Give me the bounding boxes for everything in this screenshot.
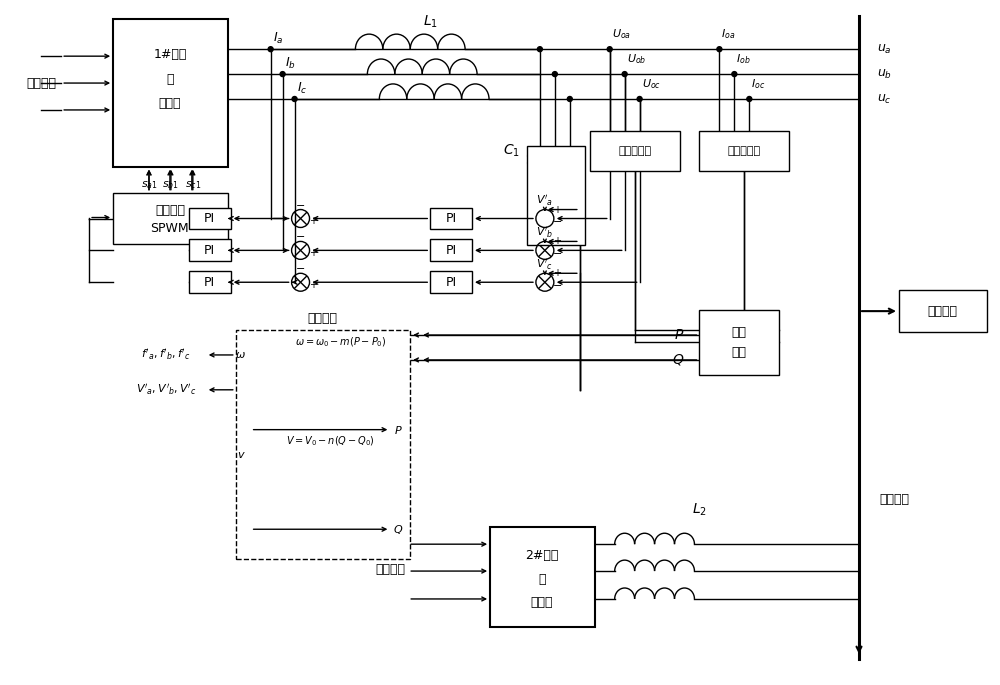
Text: $U_{oa}$: $U_{oa}$ [612,27,631,41]
Circle shape [537,47,542,51]
Text: 输入网压: 输入网压 [375,562,405,575]
Text: 电电源: 电电源 [159,97,181,110]
Bar [189,240,231,262]
Bar [590,131,680,171]
Text: $I_{oc}$: $I_{oc}$ [751,77,766,91]
Text: 岸: 岸 [538,573,546,586]
Bar [189,208,231,229]
Text: $P$: $P$ [674,328,684,342]
Text: −: − [553,218,563,227]
Text: 公共母线: 公共母线 [879,493,909,506]
Text: −: − [296,201,305,210]
Text: PI: PI [446,212,457,225]
Text: −: − [553,282,563,291]
Text: $V'_c$: $V'_c$ [536,257,553,272]
Bar [430,240,472,262]
Circle shape [292,97,297,101]
Bar [430,208,472,229]
Text: $u_a$: $u_a$ [877,42,892,55]
Text: $V'_b$: $V'_b$ [536,225,554,240]
Text: $L_2$: $L_2$ [692,501,707,518]
Text: 功率: 功率 [732,325,747,338]
Text: 船舶负荷: 船舶负荷 [928,305,958,318]
Text: $Q$: $Q$ [672,352,684,367]
Bar [527,146,585,245]
Text: +: + [553,205,561,214]
Text: PI: PI [446,244,457,257]
Bar [699,310,779,375]
Circle shape [280,72,285,77]
Text: PI: PI [446,276,457,289]
Text: $P$: $P$ [394,423,403,436]
Text: $V'_a,V'_b,V'_c$: $V'_a,V'_b,V'_c$ [136,382,196,397]
Text: SPWM: SPWM [151,222,189,235]
Text: 输入网压: 输入网压 [26,77,56,90]
Text: $V'_a$: $V'_a$ [536,193,553,208]
Text: $s_{b1}$: $s_{b1}$ [162,179,179,190]
Bar [430,271,472,293]
Bar [113,192,228,245]
Bar [490,527,595,627]
Text: −: − [296,232,305,242]
Text: 岸: 岸 [166,73,174,86]
Text: 有效值计算: 有效值计算 [728,146,761,155]
Circle shape [637,97,642,101]
Text: $I_{ob}$: $I_{ob}$ [736,52,751,66]
Text: $U_{oc}$: $U_{oc}$ [642,77,661,91]
Text: 1#高压: 1#高压 [153,48,187,61]
Text: $I_c$: $I_c$ [297,80,308,96]
Text: +: + [310,216,318,227]
Text: $f'_a,f'_b,f'_c$: $f'_a,f'_b,f'_c$ [141,347,191,362]
Text: 2#高压: 2#高压 [525,549,559,562]
Circle shape [268,47,273,51]
Text: $\omega$: $\omega$ [235,350,246,360]
Bar [899,290,987,332]
Circle shape [717,47,722,51]
Text: $v$: $v$ [237,449,246,460]
Circle shape [552,72,557,77]
Text: 计算: 计算 [732,347,747,360]
Bar [189,271,231,293]
Text: 电电源: 电电源 [531,597,553,610]
Text: +: + [310,249,318,258]
Circle shape [732,72,737,77]
Text: PI: PI [204,212,215,225]
Text: $I_{oa}$: $I_{oa}$ [721,27,736,41]
Text: $C_1$: $C_1$ [503,142,520,159]
Circle shape [747,97,752,101]
Text: 下垂控制: 下垂控制 [307,312,337,325]
Text: 载波移相: 载波移相 [155,204,185,217]
Text: $s_{a1}$: $s_{a1}$ [141,179,157,190]
Text: $u_c$: $u_c$ [877,92,892,105]
Text: $L_1$: $L_1$ [423,13,438,29]
Text: PI: PI [204,244,215,257]
Text: PI: PI [204,276,215,289]
Text: −: − [553,249,563,260]
Text: +: + [310,280,318,290]
Text: 有效值计算: 有效值计算 [618,146,651,155]
Text: $u_b$: $u_b$ [877,68,892,81]
Text: $I_b$: $I_b$ [285,55,296,71]
Text: $s_{c1}$: $s_{c1}$ [185,179,201,190]
Text: +: + [553,236,561,247]
Bar [236,330,410,559]
Bar [113,19,228,166]
Text: $\omega=\omega_0-m(P-P_0)$: $\omega=\omega_0-m(P-P_0)$ [295,335,386,349]
Circle shape [622,72,627,77]
Circle shape [607,47,612,51]
Text: −: − [296,264,305,274]
Text: $Q$: $Q$ [393,523,403,536]
Text: $I_a$: $I_a$ [273,31,284,46]
Text: $U_{ob}$: $U_{ob}$ [627,52,646,66]
Bar [699,131,789,171]
Circle shape [567,97,572,101]
Text: +: + [553,269,561,278]
Text: $V=V_0-n(Q-Q_0)$: $V=V_0-n(Q-Q_0)$ [286,435,375,449]
